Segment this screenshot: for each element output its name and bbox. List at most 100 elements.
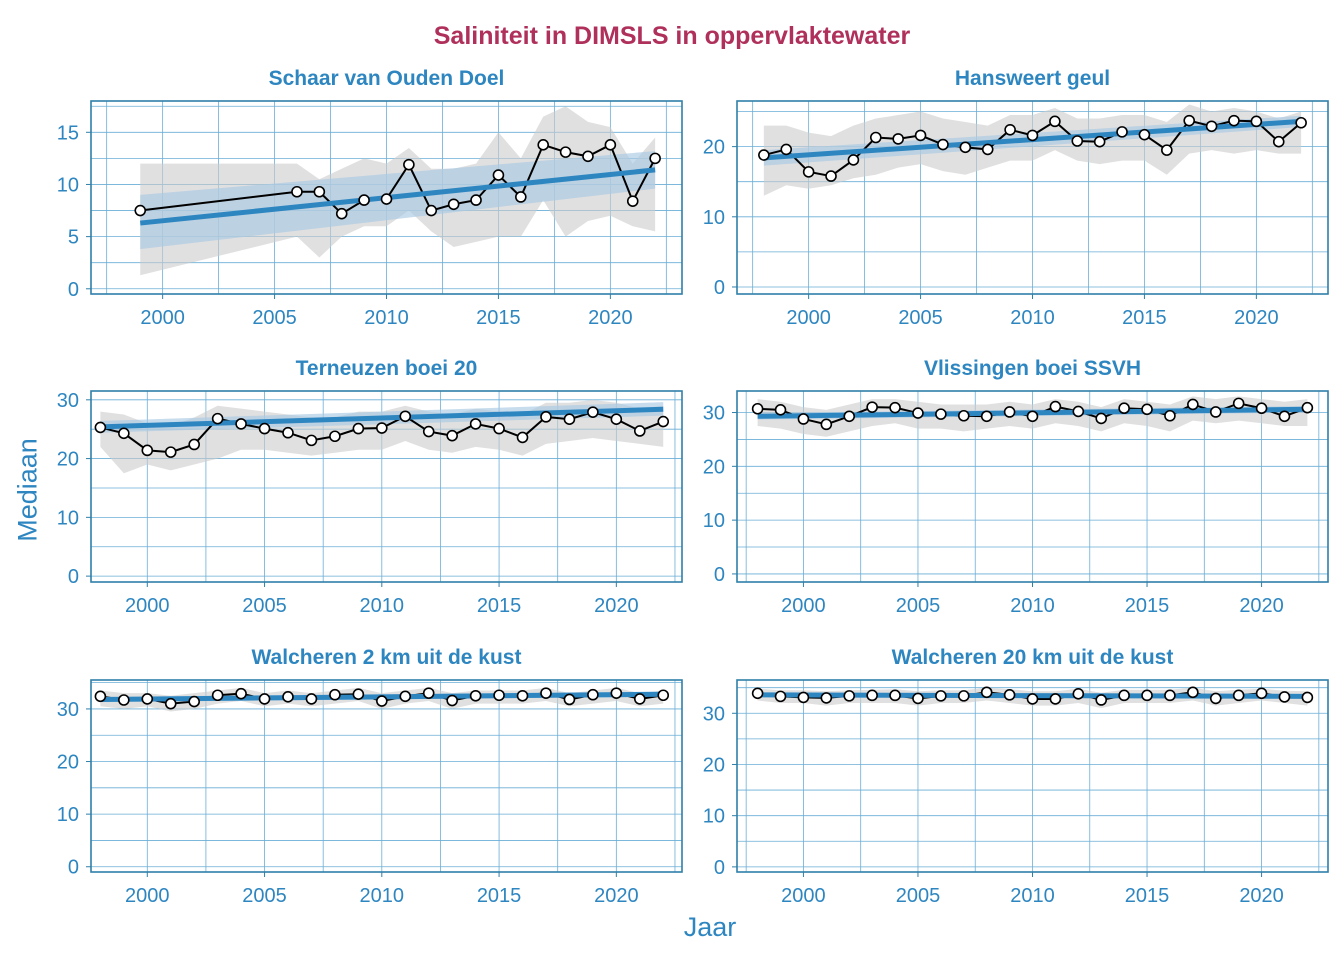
data-point: [211, 689, 224, 702]
y-tick-label: 0: [68, 566, 79, 588]
data-point: [797, 691, 810, 704]
data-point: [935, 408, 947, 420]
data-point: [1255, 402, 1268, 415]
data-point: [1161, 144, 1173, 156]
data-point: [1004, 123, 1016, 136]
data-point: [1301, 401, 1314, 414]
data-point: [582, 150, 594, 163]
x-tick-label: 2000: [781, 595, 826, 617]
x-tick-label: 2000: [140, 307, 185, 329]
data-point: [649, 152, 661, 165]
data-point: [802, 166, 815, 178]
x-tick-label: 2000: [786, 307, 831, 329]
data-point: [403, 158, 415, 171]
x-tick-label: 2020: [594, 885, 639, 907]
y-tick-label: 20: [703, 754, 725, 776]
data-point: [980, 410, 993, 423]
data-point: [380, 193, 393, 205]
data-point: [493, 422, 505, 435]
data-point: [1072, 405, 1085, 418]
data-point: [492, 169, 505, 181]
data-point: [1003, 406, 1016, 418]
y-tick-label: 20: [703, 137, 725, 159]
data-point: [1095, 412, 1108, 425]
data-point: [1093, 135, 1106, 148]
x-tick-label: 2010: [360, 595, 405, 617]
data-point: [399, 690, 412, 703]
data-point: [352, 688, 365, 701]
data-point: [1205, 120, 1218, 133]
data-point: [633, 693, 646, 705]
x-tick-label: 2020: [1239, 595, 1284, 617]
data-point: [912, 407, 924, 419]
data-point: [959, 141, 972, 154]
data-point: [1164, 689, 1176, 702]
data-point: [282, 691, 294, 703]
data-point: [563, 413, 576, 426]
trend-line: [139, 167, 656, 226]
data-point: [751, 402, 764, 415]
data-point: [1232, 689, 1245, 702]
panel-2: Hansweert geul 2000 2005 2010 2015 2020 0 10 20: [703, 67, 1329, 329]
y-tick-label: 0: [714, 277, 725, 299]
data-point: [134, 204, 147, 217]
x-tick-label: 2020: [1234, 307, 1279, 329]
data-point: [1071, 135, 1084, 147]
data-point: [1049, 115, 1061, 128]
x-tick-label: 2000: [125, 595, 170, 617]
data-point: [493, 689, 505, 702]
data-point: [118, 694, 130, 706]
data-point: [751, 687, 764, 700]
data-point: [657, 689, 670, 702]
panel-title: Walcheren 20 km uit de kust: [892, 646, 1174, 669]
data-point: [1118, 689, 1130, 702]
data-point: [1183, 114, 1196, 127]
x-tick-label: 2000: [781, 885, 826, 907]
figure-title: Saliniteit in DIMSLS in oppervlaktewater: [433, 22, 911, 50]
data-point: [1164, 409, 1176, 422]
data-point: [1049, 400, 1062, 413]
data-point: [358, 194, 370, 206]
data-point: [94, 690, 107, 703]
data-point: [141, 444, 154, 457]
data-point: [329, 430, 341, 443]
data-point: [1272, 135, 1285, 148]
data-point: [399, 410, 412, 423]
panel-title: Terneuzen boei 20: [296, 357, 478, 380]
data-point: [587, 406, 599, 418]
x-tick-label: 2010: [1010, 885, 1055, 907]
data-point: [657, 415, 670, 428]
data-point: [141, 693, 154, 705]
x-tick-label: 2015: [1125, 885, 1170, 907]
data-point: [1026, 693, 1039, 705]
data-point: [516, 431, 529, 444]
x-tick-label: 2015: [477, 595, 522, 617]
data-point: [1187, 686, 1199, 699]
data-point: [537, 139, 550, 151]
data-point: [1138, 128, 1151, 141]
data-point: [469, 689, 482, 702]
data-point: [935, 690, 947, 702]
x-axis-label: Jaar: [683, 912, 737, 942]
data-point: [914, 129, 927, 142]
data-point: [587, 688, 599, 701]
y-tick-label: 10: [57, 507, 79, 529]
y-tick-label: 10: [703, 510, 725, 532]
data-point: [329, 688, 341, 701]
x-tick-label: 2005: [242, 595, 287, 617]
data-point: [1026, 129, 1039, 142]
data-point: [1072, 688, 1085, 700]
data-point: [1116, 126, 1128, 138]
data-point: [843, 690, 856, 702]
x-tick-label: 2000: [125, 885, 170, 907]
data-point: [610, 413, 623, 426]
data-point: [1228, 114, 1240, 127]
x-tick-label: 2005: [252, 307, 297, 329]
data-point: [1295, 116, 1307, 129]
data-point: [957, 690, 970, 702]
x-tick-label: 2005: [898, 307, 943, 329]
data-point: [258, 693, 271, 705]
